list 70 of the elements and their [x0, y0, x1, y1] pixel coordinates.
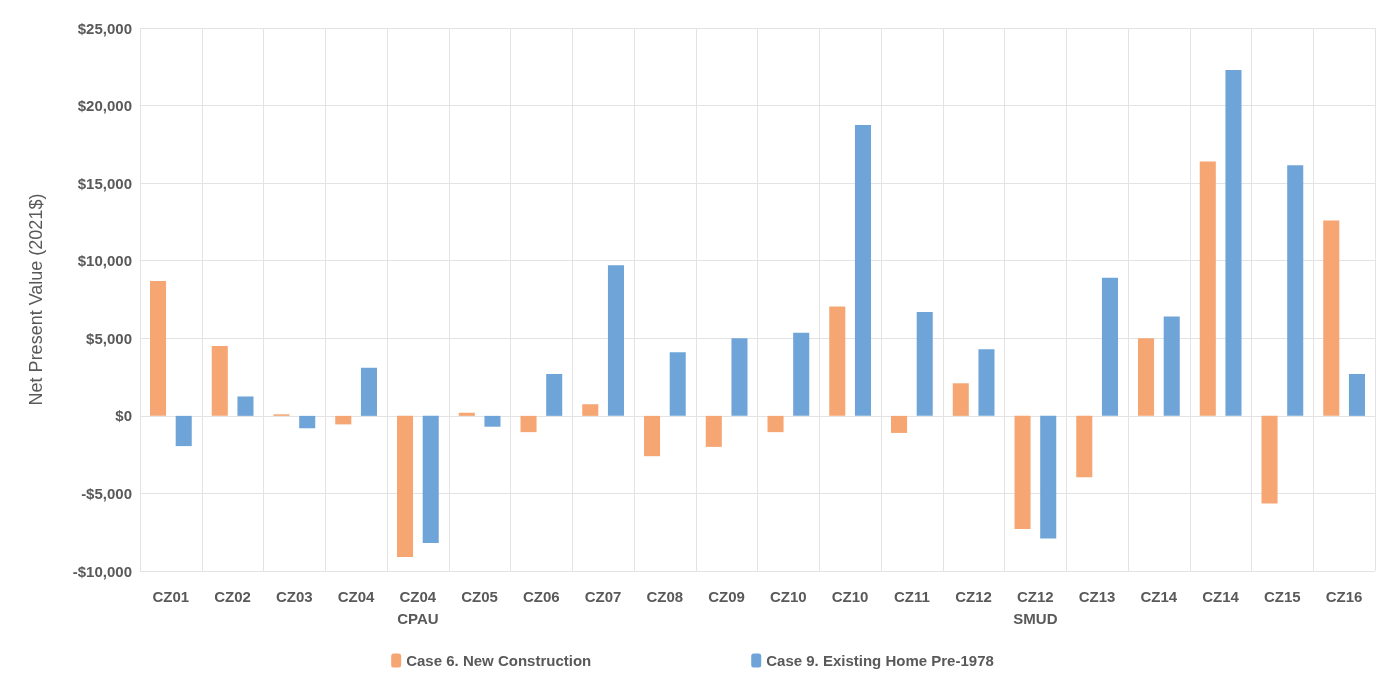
bar	[1138, 338, 1155, 416]
bar	[484, 415, 501, 427]
bar	[1014, 415, 1031, 530]
bar	[150, 280, 167, 416]
bar	[335, 415, 352, 425]
x-tick-label: CZ10	[770, 587, 807, 605]
bar	[458, 412, 475, 416]
x-tick-label: CZ09	[708, 587, 745, 605]
y-tick-label: $5,000	[86, 329, 132, 347]
y-tick-label: $10,000	[77, 252, 132, 270]
bar	[1348, 373, 1365, 416]
x-tick-label: CZ04 CPAU	[397, 587, 439, 627]
y-axis-title: Net Present Value (2021$)	[26, 193, 46, 406]
bar	[705, 415, 722, 447]
bar	[546, 373, 563, 416]
bar	[829, 306, 846, 416]
x-tick-label: CZ14	[1140, 587, 1178, 605]
bar	[360, 367, 377, 416]
bar	[952, 383, 969, 416]
bar	[669, 352, 686, 416]
bar	[422, 415, 439, 544]
bar	[767, 415, 784, 433]
bar	[520, 415, 537, 433]
bar	[1261, 415, 1278, 504]
y-tick-label: -$5,000	[81, 484, 132, 502]
bar	[1163, 316, 1180, 416]
x-tick-label: CZ03	[276, 587, 313, 605]
x-tick-label: CZ14	[1202, 587, 1240, 605]
x-tick-label: CZ15	[1264, 587, 1301, 605]
x-tick-label: CZ02	[214, 587, 251, 605]
y-tick-label: $15,000	[77, 174, 132, 192]
bar	[211, 346, 228, 416]
x-tick-label: CZ05	[461, 587, 498, 605]
y-tick-label: $20,000	[77, 97, 132, 115]
x-tick-label: CZ01	[152, 587, 190, 605]
bar	[1040, 415, 1057, 539]
bar	[644, 415, 661, 457]
x-tick-label: CZ08	[646, 587, 684, 605]
x-tick-label: CZ11	[893, 587, 930, 605]
legend-label: Case 9. Existing Home Pre-1978	[766, 652, 994, 669]
bar	[175, 415, 192, 447]
bar	[582, 404, 599, 416]
bar	[854, 124, 871, 416]
bar	[793, 332, 810, 416]
x-tick-label: CZ12 SMUD	[1013, 587, 1058, 627]
bar	[891, 415, 908, 433]
x-tick-label: CZ04	[337, 587, 376, 605]
x-tick-label: CZ13	[1078, 587, 1116, 605]
legend-label: Case 6. New Construction	[406, 652, 592, 669]
bar	[607, 265, 624, 416]
bar	[237, 396, 254, 416]
bar	[1076, 415, 1093, 478]
bar	[1101, 277, 1118, 416]
bar	[731, 338, 748, 416]
bar	[916, 311, 933, 416]
x-tick-label: CZ06	[523, 587, 560, 605]
x-tick-label: CZ16	[1325, 587, 1363, 605]
bar	[978, 349, 995, 416]
x-tick-label: CZ12	[955, 587, 992, 605]
y-tick-label: $25,000	[77, 19, 132, 37]
bar	[299, 415, 316, 429]
bar	[1287, 165, 1304, 416]
y-tick-label: $0	[115, 407, 132, 425]
x-tick-label: CZ10	[831, 587, 869, 605]
y-tick-label: -$10,000	[72, 562, 132, 580]
bar	[397, 415, 414, 558]
x-tick-label: CZ07	[584, 587, 622, 605]
bar	[1199, 161, 1216, 416]
bar	[1323, 220, 1340, 416]
bar	[1225, 69, 1242, 416]
